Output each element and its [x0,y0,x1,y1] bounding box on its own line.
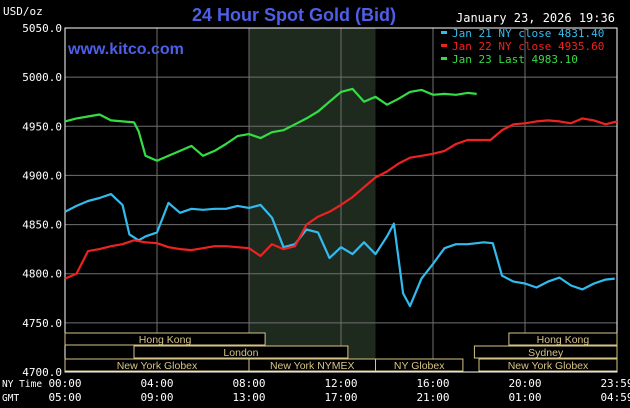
y-tick-label: 4800.0 [22,268,62,281]
series-line-1 [64,193,615,308]
session-label: Hong Kong [537,334,590,346]
x-tick-label: 13:00 [232,391,265,404]
legend-swatch [441,44,447,47]
x-tick-label: 17:00 [324,391,357,404]
time-row-label: GMT [2,393,19,404]
y-tick-label: 4750.0 [22,317,62,330]
session-box [508,332,618,346]
price-series [64,87,618,308]
y-tick-label: 4900.0 [22,169,62,182]
y-tick-label: 4700.0 [22,366,62,379]
session-label: New York Globex [117,360,198,372]
session-label: London [223,347,258,359]
legend-entry: Jan 22 NY close 4935.60 [452,40,604,53]
y-tick-label: 4950.0 [22,120,62,133]
chart-grid [64,27,618,373]
session-box [133,345,349,359]
x-tick-label: 05:00 [48,391,81,404]
website-link[interactable]: www.kitco.com [67,41,184,58]
y-tick-label: 4850.0 [22,219,62,232]
time-row-label: NY Time [2,379,42,390]
session-label: Sydney [528,347,564,359]
series-line-2 [64,117,618,280]
x-tick-label: 01:00 [508,391,541,404]
session-label: New York Globex [508,360,589,372]
x-tick-label: 04:59 [600,391,630,404]
time-axis: NY Time 00:00 04:00 08:00 12:00 16:00 20:00 23:… [2,377,630,404]
x-tick-label: 20:00 [508,377,541,390]
series-line-3 [64,87,477,162]
chart-title: 24 Hour Spot Gold (Bid) [192,5,396,25]
x-tick-label: 23:59 [600,377,630,390]
legend-swatch [441,57,447,60]
legend-entry: Jan 23 Last 4983.10 [452,53,578,66]
y-tick-label: 5000.0 [22,71,62,84]
x-tick-label: 08:00 [232,377,265,390]
plot-frame [64,27,618,373]
x-tick-label: 00:00 [48,377,81,390]
x-tick-label: 21:00 [416,391,449,404]
legend-swatch [441,31,447,34]
y-axis-ticks: 5050.0 5000.0 4950.0 4900.0 4850.0 4800.0 4750… [22,22,62,379]
session-box [375,358,464,372]
session-label: NY Globex [394,360,445,372]
x-tick-label: 09:00 [140,391,173,404]
unit-label: USD/oz [3,5,43,18]
session-box [473,345,618,359]
legend-entry: Jan 21 NY close 4831.40 [452,27,604,40]
session-label: Hong Kong [139,334,192,346]
nymex-session-shade [249,28,376,372]
session-label: New York NYMEX [270,360,355,372]
x-tick-label: 04:00 [140,377,173,390]
y-tick-label: 5050.0 [22,22,62,35]
x-tick-label: 16:00 [416,377,449,390]
x-tick-label: 12:00 [324,377,357,390]
timestamp: January 23, 2026 19:36 [456,11,615,25]
session-box [478,358,618,372]
session-box [64,332,266,346]
